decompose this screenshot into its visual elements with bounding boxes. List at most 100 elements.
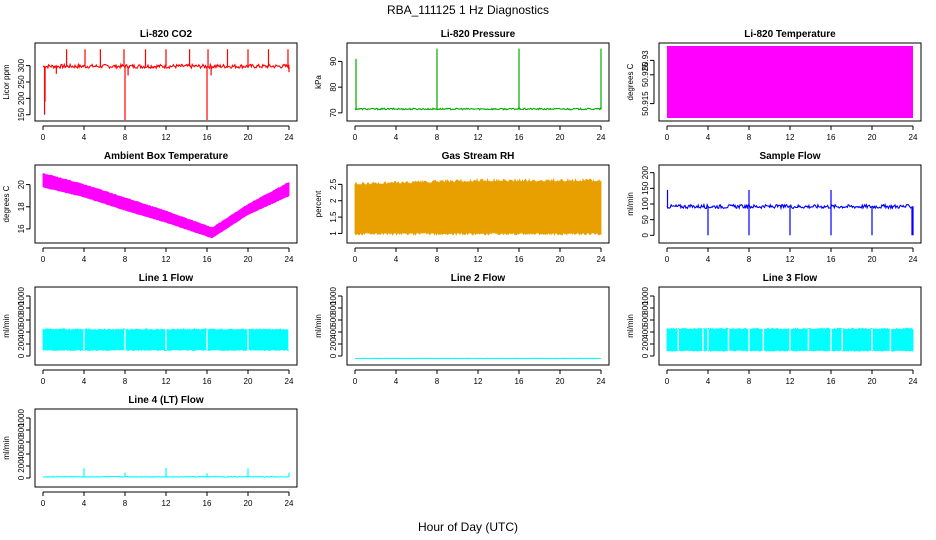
plot-frame — [34, 408, 298, 488]
plot-frame — [346, 286, 610, 366]
panel-title: Line 1 Flow — [139, 273, 194, 284]
figure-title: RBA_111125 1 Hz Diagnostics — [387, 3, 549, 17]
x-tick-label: 4 — [706, 133, 711, 142]
y-tick-label: 600 — [329, 313, 338, 327]
x-tick-label: 8 — [123, 499, 128, 508]
y-tick-label: 200 — [17, 91, 26, 105]
x-tick-label: 0 — [353, 133, 358, 142]
panel-co2: Li-820 CO2 Licor ppm 0 4 8 12 16 20 24 150 200 250 3… — [2, 29, 298, 142]
x-tick-label: 8 — [123, 255, 128, 264]
x-tick-label: 4 — [82, 377, 87, 386]
panel-title: Li-820 CO2 — [140, 29, 193, 40]
data-texture — [354, 181, 602, 234]
x-tick-label: 16 — [203, 255, 212, 264]
x-tick-label: 20 — [556, 255, 565, 264]
y-tick-label: 600 — [17, 435, 26, 449]
x-tick-label: 8 — [435, 377, 440, 386]
series-line3 — [666, 327, 914, 353]
x-tick-label: 24 — [597, 133, 606, 142]
data-line — [354, 107, 602, 111]
x-tick-label: 16 — [827, 133, 836, 142]
series-pressure — [354, 48, 602, 111]
x-tick-label: 4 — [394, 255, 399, 264]
y-axis-label: degrees C — [626, 63, 635, 100]
series-line4 — [42, 467, 290, 478]
y-tick-label: 0 — [17, 353, 26, 358]
y-axis: 150 200 250 300 — [17, 58, 31, 122]
x-tick-label: 24 — [909, 255, 918, 264]
x-tick-label: 4 — [706, 255, 711, 264]
x-axis: 0 4 8 12 16 20 24 — [353, 369, 606, 386]
y-axis-label: Licor ppm — [2, 64, 11, 99]
y-axis: 16 18 20 — [17, 180, 31, 233]
x-tick-label: 16 — [515, 377, 524, 386]
y-tick-label: 400 — [17, 447, 26, 461]
panel-title: Line 3 Flow — [763, 273, 818, 284]
panel-title: Li-820 Temperature — [744, 29, 836, 40]
y-tick-label: 200 — [17, 337, 26, 351]
y-tick-label: 50.93 — [641, 50, 650, 71]
y-tick-label: 80 — [329, 82, 338, 91]
x-tick-label: 20 — [868, 255, 877, 264]
x-tick-label: 0 — [353, 377, 358, 386]
x-tick-label: 0 — [41, 499, 46, 508]
x-tick-label: 4 — [394, 133, 399, 142]
x-tick-label: 4 — [82, 255, 87, 264]
y-axis-label: ml/min — [626, 192, 635, 216]
x-tick-label: 24 — [597, 255, 606, 264]
x-tick-label: 8 — [435, 133, 440, 142]
y-tick-label: 100 — [641, 197, 650, 211]
series-line1 — [42, 328, 290, 352]
x-tick-label: 0 — [353, 255, 358, 264]
panel-line4: Line 4 (LT) Flow ml/min 0 4 8 12 16 20 24 0 200400… — [2, 395, 298, 508]
x-tick-label: 8 — [123, 377, 128, 386]
x-tick-label: 20 — [244, 499, 253, 508]
series-sample — [666, 189, 914, 236]
y-tick-label: 200 — [641, 337, 650, 351]
series-ambient — [42, 173, 290, 239]
x-tick-label: 0 — [665, 255, 670, 264]
x-tick-label: 8 — [747, 377, 752, 386]
x-tick-label: 0 — [665, 377, 670, 386]
panel-rh: Gas Stream RH percent 0 4 8 12 16 20 24 1 1.5 2 2.5 — [314, 151, 610, 264]
series-licor_temp — [667, 46, 913, 118]
x-tick-label: 20 — [244, 377, 253, 386]
x-tick-label: 12 — [786, 255, 795, 264]
y-tick-label: 50 — [641, 215, 650, 224]
y-tick-label: 150 — [17, 108, 26, 122]
figure-xlabel: Hour of Day (UTC) — [418, 520, 518, 534]
plot-frame — [34, 164, 298, 244]
y-tick-label: 1000 — [641, 287, 650, 305]
y-tick-label: 600 — [17, 313, 26, 327]
panel-licor_temp: Li-820 Temperature degrees C 0 4 8 12 16 20 24 50… — [626, 29, 922, 142]
y-axis: 70 80 90 — [329, 56, 343, 117]
y-tick-label: 150 — [641, 181, 650, 195]
y-tick-label: 16 — [17, 224, 26, 233]
y-tick-label: 70 — [329, 108, 338, 117]
y-axis-label: percent — [314, 190, 323, 217]
x-tick-label: 24 — [285, 377, 294, 386]
y-axis-label: ml/min — [314, 314, 323, 338]
panel-title: Li-820 Pressure — [441, 29, 516, 40]
y-axis: 1 1.5 2 2.5 — [329, 178, 343, 236]
data-texture — [42, 173, 290, 238]
panel-sample: Sample Flow ml/min 0 4 8 12 16 20 24 0 50 100 150 200 — [626, 151, 922, 264]
panel-title: Line 2 Flow — [451, 273, 506, 284]
panel-line3: Line 3 Flow ml/min 0 4 8 12 16 20 24 0 20040060080… — [626, 273, 922, 386]
y-tick-label: 800 — [329, 301, 338, 315]
x-tick-label: 0 — [41, 255, 46, 264]
y-axis: 0 50 100 150 200 — [641, 165, 655, 238]
x-tick-label: 24 — [285, 255, 294, 264]
x-tick-label: 24 — [285, 499, 294, 508]
x-tick-label: 4 — [706, 377, 711, 386]
y-tick-label: 400 — [641, 325, 650, 339]
y-tick-label: 1000 — [17, 409, 26, 427]
y-tick-label: 2.5 — [329, 178, 338, 190]
x-tick-label: 20 — [244, 255, 253, 264]
y-tick-label: 800 — [17, 423, 26, 437]
x-tick-label: 16 — [827, 255, 836, 264]
y-tick-label: 800 — [641, 301, 650, 315]
